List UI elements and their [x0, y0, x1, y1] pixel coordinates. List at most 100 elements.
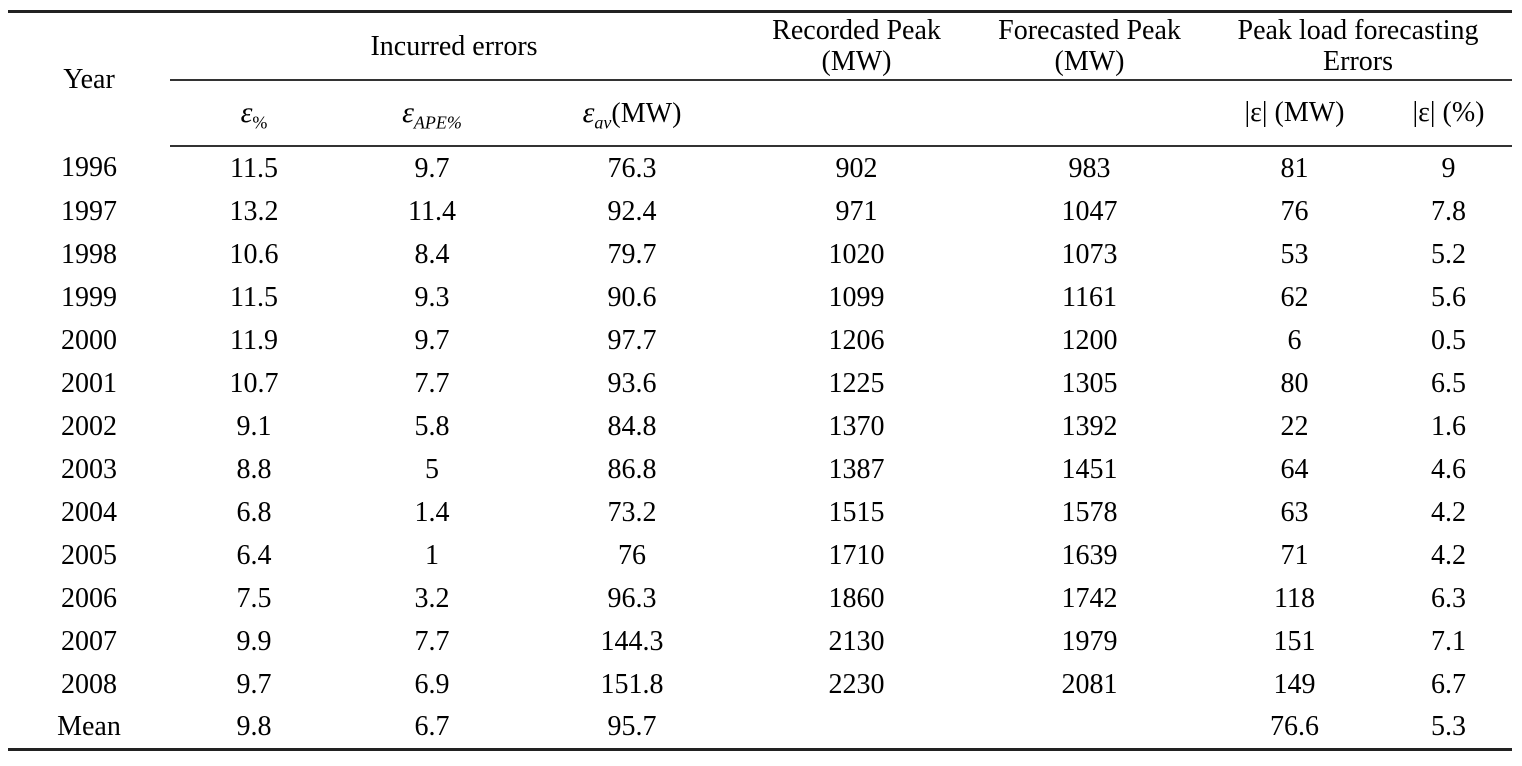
cell-abs-mw: 76 — [1280, 195, 1309, 227]
cell-abs-pct: 7.8 — [1431, 195, 1467, 227]
cell-recorded — [738, 706, 975, 750]
cell-abs-mw: 62 — [1280, 281, 1309, 313]
cell-eps-ape: 1.4 — [414, 496, 450, 528]
cell-eps-ape: 9.3 — [414, 281, 450, 313]
subheader-spacer-forecasted — [975, 80, 1205, 147]
cell-eps-ape: 9.7 — [414, 324, 450, 356]
cell-year: 2002 — [61, 410, 117, 442]
cell-forecasted — [975, 706, 1204, 750]
peak-load-errors-line1: Peak load forecasting — [1237, 15, 1479, 46]
cell-abs-mw: 71 — [1280, 539, 1309, 571]
cell-abs-pct: 4.2 — [1431, 539, 1467, 571]
cell-forecasted: 1161 — [1062, 281, 1117, 313]
cell-year: 2006 — [61, 582, 117, 614]
cell-eps-av: 76.3 — [607, 152, 657, 184]
cell-eps-av: 93.6 — [607, 367, 657, 399]
cell-forecasted: 1639 — [1061, 539, 1118, 571]
eps-av-subscript: av — [594, 112, 612, 133]
cell-eps-ape: 5.8 — [414, 410, 450, 442]
cell-eps-ape: 7.7 — [414, 367, 450, 399]
column-header-eps-av: εav(MW) — [526, 80, 739, 147]
table-row: 1996 11.5 9.7 76.3 902 983 81 9 — [8, 146, 1512, 190]
cell-forecasted: 1451 — [1061, 453, 1118, 485]
table-row: 2004 6.8 1.4 73.2 1515 1578 63 4.2 — [8, 491, 1512, 534]
cell-eps-av: 96.3 — [607, 582, 657, 614]
cell-recorded: 1515 — [828, 496, 885, 528]
table-row: 2000 11.9 9.7 97.7 1206 1200 6 0.5 — [8, 319, 1512, 362]
cell-eps-ape: 9.7 — [414, 152, 450, 184]
cell-abs-mw: 63 — [1280, 496, 1309, 528]
cell-recorded: 1206 — [828, 324, 885, 356]
table-row: 2002 9.1 5.8 84.8 1370 1392 22 1.6 — [8, 405, 1512, 448]
group-header-forecasted-peak: Forecasted Peak (MW) — [975, 11, 1205, 81]
cell-eps-av: 79.7 — [607, 238, 657, 270]
mean-row: Mean 9.8 6.7 95.7 76.6 5.3 — [8, 706, 1512, 750]
column-header-abs-error-mw: |ε| (MW) — [1204, 80, 1386, 147]
cell-forecasted: 1979 — [1061, 625, 1118, 657]
cell-eps-av: 144.3 — [600, 625, 664, 657]
cell-eps-pct: 9.8 — [236, 711, 272, 742]
cell-eps-pct: 11.5 — [230, 281, 278, 313]
cell-year: 2003 — [61, 453, 117, 485]
table-row: 2006 7.5 3.2 96.3 1860 1742 118 6.3 — [8, 577, 1512, 620]
table-body: 1996 11.5 9.7 76.3 902 983 81 9 1997 13.2 11.4 92.4… — [8, 146, 1512, 750]
cell-year: 2008 — [61, 668, 117, 700]
column-header-eps-pct: ε% — [170, 80, 338, 147]
cell-eps-av: 92.4 — [607, 195, 657, 227]
cell-eps-ape: 11.4 — [408, 195, 456, 227]
cell-eps-pct: 9.9 — [236, 625, 272, 657]
epsilon-symbol: ε — [582, 96, 595, 129]
cell-eps-av: 84.8 — [607, 410, 657, 442]
group-header-row: Year Incurred errors Recorded Peak (MW) … — [8, 11, 1513, 95]
cell-eps-pct: 9.1 — [236, 410, 272, 442]
column-header-abs-error-pct: |ε| (%) — [1385, 80, 1513, 147]
recorded-peak-line2: (MW) — [821, 46, 892, 77]
cell-recorded: 1860 — [828, 582, 885, 614]
cell-year: 1996 — [61, 152, 117, 183]
column-header-year: Year — [63, 64, 115, 95]
cell-eps-av: 151.8 — [600, 668, 664, 700]
cell-year: 1997 — [61, 195, 117, 227]
cell-abs-mw: 64 — [1280, 453, 1309, 485]
cell-recorded: 2130 — [828, 625, 885, 657]
epsilon-symbol: ε — [402, 96, 414, 129]
cell-abs-pct: 5.6 — [1431, 281, 1467, 313]
cell-abs-mw: 6 — [1287, 324, 1302, 356]
eps-ape-subscript: APE% — [413, 112, 462, 133]
eps-pct-subscript: % — [252, 112, 268, 133]
cell-eps-pct: 8.8 — [236, 453, 272, 485]
cell-year: 2007 — [61, 625, 117, 657]
cell-year: 2004 — [61, 496, 117, 528]
cell-eps-pct: 9.7 — [236, 668, 272, 700]
cell-recorded: 1099 — [828, 281, 885, 313]
cell-recorded: 1710 — [828, 539, 885, 571]
cell-abs-pct: 5.3 — [1431, 711, 1467, 742]
table-row: 1999 11.5 9.3 90.6 1099 1161 62 5.6 — [8, 276, 1512, 319]
cell-eps-pct: 7.5 — [236, 582, 272, 614]
table-row: 2005 6.4 1 76 1710 1639 71 4.2 — [8, 534, 1512, 577]
cell-eps-ape: 3.2 — [414, 582, 450, 614]
cell-recorded: 971 — [835, 195, 878, 227]
cell-forecasted: 1047 — [1061, 195, 1118, 227]
cell-forecasted: 1578 — [1061, 496, 1118, 528]
group-header-incurred-errors: Incurred errors — [170, 11, 739, 81]
cell-eps-ape: 1 — [425, 539, 439, 571]
forecasted-peak-line1: Forecasted Peak — [998, 15, 1181, 46]
cell-abs-pct: 6.5 — [1431, 367, 1467, 399]
cell-forecasted: 1305 — [1061, 367, 1118, 399]
forecasted-peak-line2: (MW) — [1054, 46, 1125, 77]
cell-recorded: 2230 — [828, 668, 885, 700]
cell-forecasted: 1392 — [1061, 410, 1118, 442]
cell-abs-mw: 118 — [1274, 582, 1315, 614]
cell-eps-ape: 6.9 — [414, 668, 450, 700]
cell-eps-ape: 5 — [425, 453, 439, 485]
cell-abs-mw: 81 — [1280, 152, 1309, 184]
cell-year: 2000 — [61, 324, 117, 356]
cell-forecasted: 1073 — [1061, 238, 1118, 270]
cell-eps-ape: 7.7 — [414, 625, 450, 657]
cell-recorded: 1225 — [828, 367, 885, 399]
peak-load-errors-line2: Errors — [1323, 46, 1393, 77]
cell-year: 1999 — [61, 281, 117, 313]
cell-recorded: 1387 — [828, 453, 885, 485]
